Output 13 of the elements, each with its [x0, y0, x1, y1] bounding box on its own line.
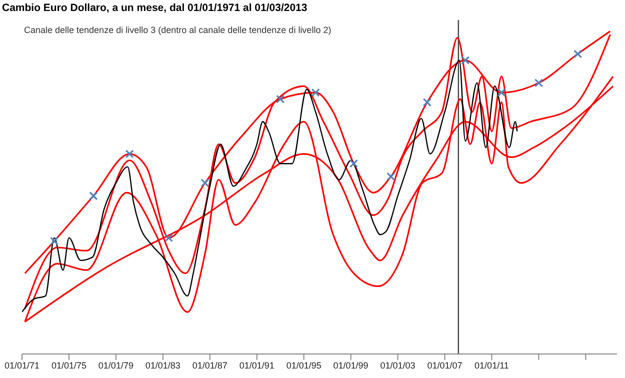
x-tick-label: 01/01/79	[98, 360, 134, 370]
x-tick-label: 01/01/07	[427, 360, 462, 370]
x-tick-label: 01/01/91	[239, 360, 274, 370]
x-tick-label: 01/01/71	[4, 360, 40, 370]
x-tick-label: 01/01/75	[51, 360, 86, 370]
chart-title: Cambio Euro Dollaro, a un mese, dal 01/01/1971 al 01/03/2013	[2, 2, 308, 14]
annotation: Canale delle tendenze di livello 3 (dentro al canale delle tendenze di livello 2)	[24, 25, 332, 35]
x-tick-label: 01/01/87	[192, 360, 228, 370]
x-tick-label: 01/01/99	[333, 360, 368, 370]
x-tick-label: 01/01/03	[380, 360, 416, 370]
x-tick-label: 01/01/95	[286, 360, 322, 370]
x-tick-label: 01/01/11	[474, 360, 509, 370]
x-tick-label: 01/01/83	[145, 360, 180, 370]
